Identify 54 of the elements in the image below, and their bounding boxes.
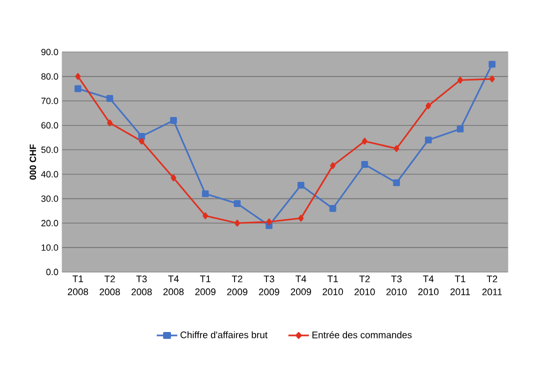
- point: [75, 73, 81, 80]
- y-tick-label: 20.0: [41, 220, 58, 226]
- y-tick-label: 70.0: [41, 98, 58, 104]
- x-tick-label: T3 2008: [132, 276, 152, 296]
- point: [298, 214, 304, 222]
- point: [489, 75, 495, 82]
- x-tick-label: T4 2009: [290, 276, 312, 296]
- y-tick-label: 50.0: [41, 146, 58, 153]
- point: [74, 85, 82, 92]
- y-tick-label: 10.0: [42, 244, 58, 251]
- y-tick-label: 60.0: [41, 122, 58, 129]
- point: [424, 136, 432, 144]
- y-tick-label: 0.0: [46, 268, 58, 276]
- point: [362, 138, 368, 145]
- y-tick-label: 80.0: [41, 73, 58, 80]
- point: [393, 179, 400, 186]
- point: [330, 162, 336, 170]
- point: [107, 119, 113, 126]
- point: [298, 182, 304, 189]
- point: [202, 212, 208, 220]
- point: [170, 174, 176, 182]
- point: [170, 117, 177, 124]
- legend-label: Entrée des commandes: [312, 331, 412, 338]
- point: [266, 218, 272, 226]
- point: [426, 102, 432, 110]
- y-tick-label: 90.0: [41, 48, 58, 56]
- x-tick-label: T1 2011: [450, 276, 470, 296]
- x-tick-label: T2 2011: [482, 276, 502, 296]
- point: [234, 220, 240, 227]
- point: [361, 161, 368, 168]
- x-tick-label: T3 2010: [386, 276, 407, 296]
- x-tick-label: T1 2008: [68, 276, 88, 296]
- point: [138, 138, 144, 145]
- x-tick-label: T1 2010: [322, 276, 343, 296]
- point: [234, 200, 241, 207]
- x-tick-label: T3 2009: [258, 276, 280, 296]
- point: [456, 126, 464, 132]
- point: [202, 190, 209, 198]
- x-tick-label: T4 2008: [163, 276, 184, 296]
- point: [106, 95, 114, 102]
- point: [394, 145, 400, 152]
- y-tick-label: 40.0: [41, 171, 58, 178]
- x-tick-label: T2 2008: [100, 276, 120, 296]
- y-tick-label: 30.0: [41, 195, 58, 202]
- x-tick-label: T2 2009: [227, 276, 248, 296]
- x-tick-label: T1 2009: [195, 276, 216, 296]
- x-tick-label: T4 2010: [418, 276, 439, 296]
- legend-label: Chiffre d'affaires brut: [180, 331, 268, 338]
- point: [329, 205, 336, 212]
- point: [488, 60, 496, 68]
- point: [457, 76, 463, 84]
- point: [138, 132, 146, 140]
- x-tick-label: T2 2010: [354, 276, 375, 296]
- y-axis-title: 000 CHF: [30, 144, 36, 180]
